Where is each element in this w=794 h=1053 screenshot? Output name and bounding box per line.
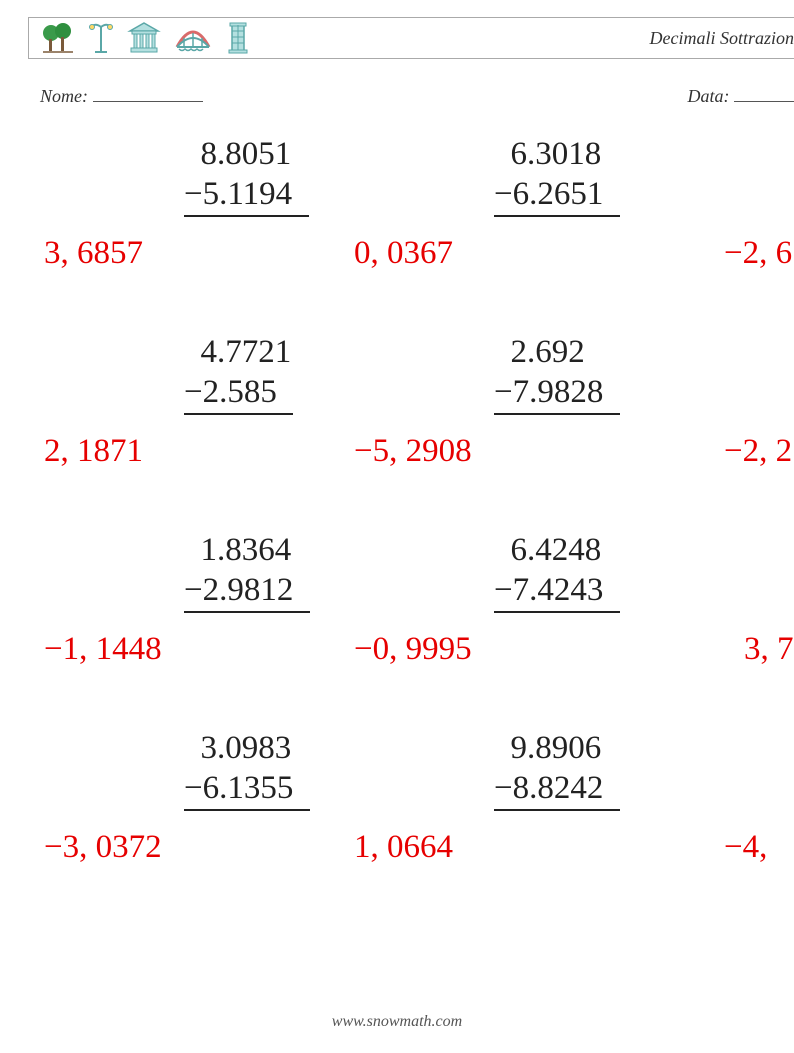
problem-cell: 1.8364−2.9812 −1, 1448 bbox=[44, 531, 354, 681]
subtrahend: −6.2651 bbox=[494, 175, 620, 218]
problem-cell: −2, 2 bbox=[664, 333, 794, 483]
subtrahend: −8.8242 bbox=[494, 769, 620, 812]
problem-stack: 8.8051−5.1194 bbox=[184, 135, 309, 217]
answer: −4, bbox=[724, 829, 767, 866]
worksheet-title: Decimali Sottrazion bbox=[650, 28, 794, 49]
problem-stack: 6.4248−7.4243 bbox=[494, 531, 620, 613]
trees-icon bbox=[41, 21, 75, 55]
minuend: 2.692 bbox=[494, 333, 620, 373]
footer-url: www.snowmath.com bbox=[332, 1013, 462, 1030]
subtrahend: −5.1194 bbox=[184, 175, 309, 218]
name-label: Nome: bbox=[40, 86, 88, 106]
answer: −2, 2 bbox=[724, 433, 792, 470]
answer: 1, 0664 bbox=[354, 829, 453, 866]
problem-cell: −4, bbox=[664, 729, 794, 879]
problem-cell: 3, 7 bbox=[664, 531, 794, 681]
minuend: 4.7721 bbox=[184, 333, 293, 373]
header-band: Decimali Sottrazion bbox=[28, 17, 794, 59]
problem-stack: 1.8364−2.9812 bbox=[184, 531, 310, 613]
answer: −2, 6 bbox=[724, 235, 792, 272]
minuend: 6.3018 bbox=[494, 135, 620, 175]
problem-stack: 3.0983−6.1355 bbox=[184, 729, 310, 811]
problem-cell: 4.7721−2.585 2, 1871 bbox=[44, 333, 354, 483]
problem-stack: 9.8906−8.8242 bbox=[494, 729, 620, 811]
answer: 0, 0367 bbox=[354, 235, 453, 272]
problem-cell: −2, 6 bbox=[664, 135, 794, 285]
problem-cell: 6.3018−6.2651 0, 0367 bbox=[354, 135, 664, 285]
name-blank[interactable] bbox=[93, 101, 203, 102]
problem-stack: 2.692−7.9828 bbox=[494, 333, 620, 415]
answer: −3, 0372 bbox=[44, 829, 162, 866]
answer: −5, 2908 bbox=[354, 433, 472, 470]
minuend: 8.8051 bbox=[184, 135, 309, 175]
answer: −0, 9995 bbox=[354, 631, 472, 668]
answer: 3, 7 bbox=[744, 631, 794, 668]
answer: 3, 6857 bbox=[44, 235, 143, 272]
problem-cell: 6.4248−7.4243 −0, 9995 bbox=[354, 531, 664, 681]
subtrahend: −7.4243 bbox=[494, 571, 620, 614]
bridge-icon bbox=[174, 21, 212, 55]
problem-stack: 6.3018−6.2651 bbox=[494, 135, 620, 217]
problem-cell: 2.692−7.9828 −5, 2908 bbox=[354, 333, 664, 483]
streetlight-icon bbox=[88, 21, 114, 55]
problem-cell: 9.8906−8.8242 1, 0664 bbox=[354, 729, 664, 879]
answer: −1, 1448 bbox=[44, 631, 162, 668]
minuend: 6.4248 bbox=[494, 531, 620, 571]
date-label: Data: bbox=[688, 86, 730, 106]
subtrahend: −2.9812 bbox=[184, 571, 310, 614]
footer: www.snowmath.com bbox=[0, 1013, 794, 1031]
meta-row: Nome: Data: bbox=[40, 86, 794, 107]
tower-building-icon bbox=[225, 21, 251, 55]
header-icon-row bbox=[41, 21, 251, 55]
problem-grid: 8.8051−5.1194 3, 6857 6.3018−6.2651 0, 0… bbox=[44, 135, 794, 879]
bank-building-icon bbox=[127, 21, 161, 55]
subtrahend: −7.9828 bbox=[494, 373, 620, 416]
date-blank[interactable] bbox=[734, 101, 794, 102]
problem-stack: 4.7721−2.585 bbox=[184, 333, 293, 415]
answer: 2, 1871 bbox=[44, 433, 143, 470]
subtrahend: −2.585 bbox=[184, 373, 293, 416]
minuend: 1.8364 bbox=[184, 531, 310, 571]
minuend: 3.0983 bbox=[184, 729, 310, 769]
problem-cell: 8.8051−5.1194 3, 6857 bbox=[44, 135, 354, 285]
minuend: 9.8906 bbox=[494, 729, 620, 769]
subtrahend: −6.1355 bbox=[184, 769, 310, 812]
problem-cell: 3.0983−6.1355 −3, 0372 bbox=[44, 729, 354, 879]
